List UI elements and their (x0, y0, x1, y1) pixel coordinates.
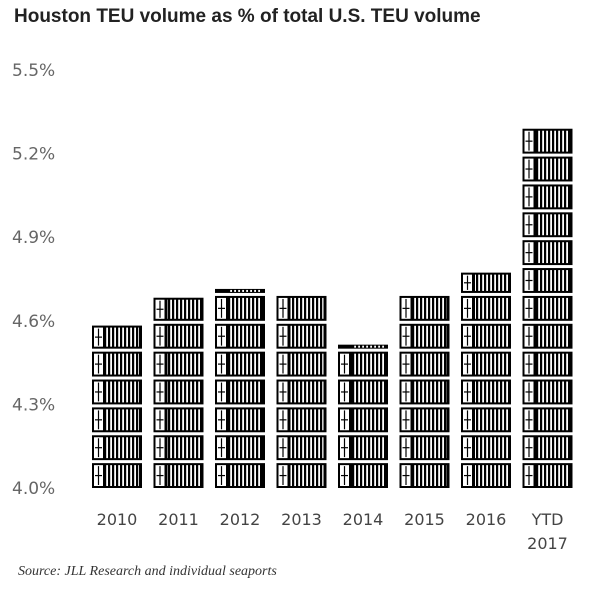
y-tick-label: 5.2% (12, 145, 55, 165)
container-icon (92, 351, 142, 377)
x-tick-label: 2011 (158, 510, 199, 529)
container-icon (153, 435, 204, 461)
container-icon (338, 435, 388, 461)
container-icon (92, 463, 142, 488)
container-icon (338, 351, 388, 377)
container-icon (461, 379, 511, 405)
y-tick-label: 4.9% (12, 228, 55, 248)
container-icon (522, 295, 573, 321)
container-icon (92, 325, 142, 349)
container-icon (522, 435, 573, 461)
container-icon (522, 407, 573, 433)
y-tick-label: 4.0% (12, 479, 55, 499)
container-icon (92, 407, 142, 433)
container-icon (399, 435, 450, 461)
bar (215, 288, 265, 488)
bar (461, 272, 511, 488)
container-icon (92, 435, 142, 461)
bar (153, 297, 204, 488)
container-icon (92, 379, 142, 405)
container-icon (522, 184, 573, 210)
container-icon (522, 212, 573, 238)
container-icon (522, 156, 573, 182)
container-icon (215, 463, 265, 488)
bar (338, 344, 388, 488)
container-icon (338, 463, 388, 488)
container-icon (338, 407, 388, 433)
y-tick-label: 5.5% (12, 61, 55, 81)
container-icon (276, 379, 327, 405)
container-icon (522, 268, 573, 293)
x-tick-label: YTD (531, 510, 564, 529)
container-icon (153, 463, 204, 488)
container-icon (153, 297, 204, 321)
container-icon (215, 295, 265, 321)
bar (399, 295, 450, 488)
container-icon (522, 379, 573, 405)
bar (92, 325, 142, 488)
chart-title: Houston TEU volume as % of total U.S. TE… (14, 6, 481, 27)
container-icon (399, 295, 450, 321)
bar (522, 128, 573, 488)
container-icon (461, 351, 511, 377)
container-icon (522, 351, 573, 377)
y-tick-label: 4.6% (12, 312, 55, 332)
container-icon (215, 288, 265, 293)
container-icon (153, 379, 204, 405)
container-icon (276, 351, 327, 377)
container-icon (276, 407, 327, 433)
container-icon (399, 351, 450, 377)
container-icon (215, 379, 265, 405)
x-tick-label: 2015 (404, 510, 445, 529)
container-icon (215, 407, 265, 433)
container-icon (461, 407, 511, 433)
y-tick-label: 4.3% (12, 395, 55, 415)
container-icon (215, 351, 265, 377)
container-icon (215, 323, 265, 349)
container-icon (522, 463, 573, 488)
x-tick-label: 2013 (281, 510, 322, 529)
container-icon (276, 323, 327, 349)
x-tick-label: 2016 (466, 510, 507, 529)
container-icon (461, 272, 511, 293)
container-icon (522, 323, 573, 349)
container-icon (153, 351, 204, 377)
container-icon (276, 463, 327, 488)
container-icon (399, 323, 450, 349)
container-icon (399, 463, 450, 488)
container-icon (461, 435, 511, 461)
container-icon (399, 379, 450, 405)
container-icon (461, 463, 511, 488)
container-icon (215, 435, 265, 461)
x-tick-label: 2010 (97, 510, 138, 529)
container-icon (276, 435, 327, 461)
container-icon (338, 379, 388, 405)
container-icon (461, 323, 511, 349)
x-axis: 2010 2011 2012 2013 2014 2015 2016 YTD 2017 (97, 510, 568, 553)
bars (92, 128, 573, 488)
x-tick-label: 2014 (343, 510, 384, 529)
container-icon (522, 128, 573, 154)
y-axis: 4.0% 4.3% 4.6% 4.9% 5.2% 5.5% (12, 61, 55, 499)
container-icon (276, 295, 327, 321)
container-icon (153, 323, 204, 349)
container-icon (153, 407, 204, 433)
container-icon (399, 407, 450, 433)
container-icon (522, 240, 573, 266)
container-icon (338, 344, 388, 349)
container-icon (461, 295, 511, 321)
bar (276, 295, 327, 488)
x-tick-label: 2017 (527, 534, 568, 553)
x-tick-label: 2012 (220, 510, 261, 529)
source-note: Source: JLL Research and individual seap… (18, 564, 277, 579)
